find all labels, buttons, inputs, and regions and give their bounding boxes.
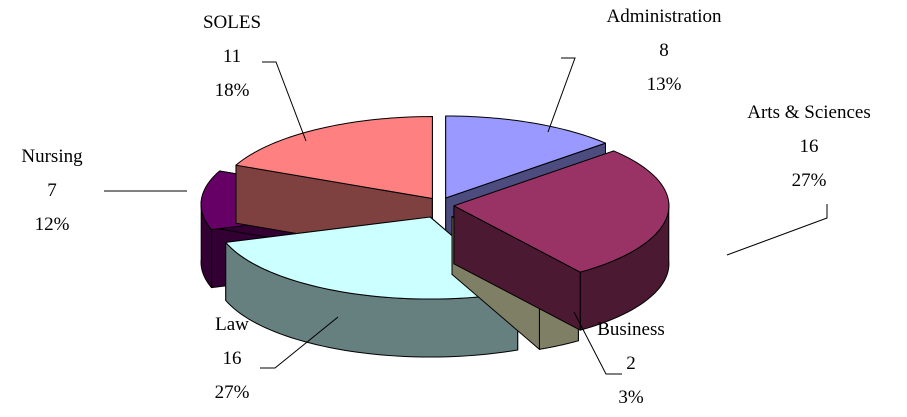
leader-line — [262, 61, 307, 142]
slice-label-value: 16 — [800, 136, 819, 157]
slice-label-percent: 27% — [792, 170, 827, 191]
slice-labels: Administration 8 13% Arts & Sciences 16 27% Bu… — [21, 6, 870, 408]
slice-label-name: Nursing — [21, 146, 83, 167]
slice-label-value: 7 — [47, 180, 57, 201]
slice-label-percent: 12% — [35, 214, 70, 235]
pie-slice-arts-sciences — [453, 150, 670, 331]
leader-line — [547, 57, 576, 133]
leader-line — [726, 204, 828, 256]
label-leaders — [104, 57, 828, 375]
slice-label-name: SOLES — [203, 12, 261, 33]
slice-top — [225, 216, 519, 300]
slice-label-name: Arts & Sciences — [747, 102, 870, 123]
slice-label-percent: 3% — [618, 387, 644, 408]
slice-label-percent: 18% — [215, 80, 250, 101]
leader-line — [260, 316, 339, 369]
slice-label-name: Administration — [606, 6, 722, 27]
slice-label-value: 11 — [223, 46, 241, 67]
slice-label-percent: 13% — [647, 74, 682, 95]
slice-label-value: 16 — [223, 348, 242, 369]
pie-slices — [200, 115, 670, 358]
pie-slice-law — [225, 216, 519, 358]
slice-label-name: Law — [215, 314, 249, 335]
slice-label-percent: 27% — [215, 382, 250, 403]
slice-top — [445, 115, 606, 199]
leader-line — [573, 311, 622, 375]
slice-top — [453, 150, 670, 273]
slice-label-value: 2 — [626, 353, 636, 374]
slice-label-value: 8 — [659, 40, 669, 61]
slice-label-name: Business — [597, 319, 665, 340]
slice-top — [235, 116, 433, 200]
